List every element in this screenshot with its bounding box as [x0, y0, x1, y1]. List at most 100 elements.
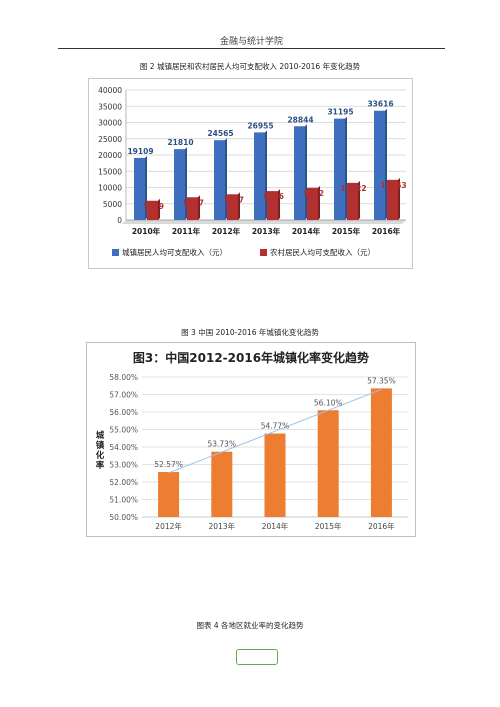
bar-side	[265, 130, 267, 220]
urbanization-chart: 图3：中国2012-2016年城镇化率变化趋势 50.00% 51.00% 52.00…	[86, 342, 416, 537]
income-chart-svg: 0 5000 10000 15000 20000 25000 30000 35000 40000…	[88, 78, 413, 269]
data-label: 53.73%	[207, 440, 236, 449]
x-tick-label: 2014年	[262, 521, 289, 531]
x-tick-label: 2011年	[172, 226, 201, 236]
figure-3-caption: 图 3 中国 2010-2016 年城镇化变化趋势	[181, 328, 319, 337]
data-label: 26955	[247, 121, 273, 130]
data-label: 6997	[183, 198, 204, 207]
x-tick-label: 2015年	[315, 521, 342, 531]
y-tick-label: 15000	[98, 167, 122, 176]
figure-4-caption: 图表 4 各地区就业率的变化趋势	[196, 621, 304, 630]
y-tick-label: 52.00%	[109, 478, 138, 487]
income-chart: 0 5000 10000 15000 20000 25000 30000 35000 40000…	[88, 78, 413, 269]
data-label: 31195	[327, 108, 353, 117]
bar-side	[398, 177, 400, 220]
urbanization-bar	[317, 410, 339, 517]
y-axis-title-char: 率	[96, 460, 105, 471]
x-tick-label: 2015年	[332, 226, 361, 236]
urbanization-chart-svg: 图3：中国2012-2016年城镇化率变化趋势 50.00% 51.00% 52.00…	[86, 342, 416, 537]
data-label: 28844	[287, 115, 313, 124]
y-tick-label: 35000	[98, 102, 122, 111]
urban-income-bar	[174, 149, 185, 220]
y-tick-label: 57.00%	[109, 391, 138, 400]
y-tick-label: 51.00%	[109, 496, 138, 505]
urbanization-bar	[370, 388, 392, 517]
header-divider	[58, 48, 445, 49]
data-label: 54.77%	[261, 422, 290, 431]
bar-side	[278, 189, 280, 220]
y-tick-label: 50.00%	[109, 513, 138, 522]
y-tick-label: 53.00%	[109, 461, 138, 470]
y-tick-label: 0	[117, 216, 122, 225]
y-tick-label: 40000	[98, 86, 122, 95]
rural-income-bar	[147, 200, 158, 220]
y-tick-label: 25000	[98, 135, 122, 144]
data-label: 9892	[303, 189, 324, 198]
y-tick-label: 55.00%	[109, 426, 138, 435]
bar-side	[385, 108, 387, 220]
data-label: 52.57%	[154, 460, 183, 469]
rural-income-bar	[387, 179, 398, 220]
y-tick-label: 58.00%	[109, 373, 138, 382]
y-tick-label: 30000	[98, 119, 122, 128]
bar-side	[318, 185, 320, 220]
bar-side	[145, 155, 147, 220]
legend-label-rural: 农村居民人均可支配收入（元）	[270, 247, 375, 257]
urbanization-bar	[211, 451, 233, 517]
y-axis-title-char: 化	[96, 450, 105, 461]
urban-income-bar	[374, 110, 385, 220]
rural-income-bar	[187, 197, 198, 220]
chart-floor	[122, 220, 406, 224]
data-label: 12363	[380, 181, 406, 190]
bar-side	[158, 198, 160, 220]
figure-2-caption: 图 2 城镇居民和农村居民人均可支配收入 2010-2016 年变化趋势	[139, 62, 361, 71]
rural-income-bar	[227, 194, 238, 220]
y-axis-title-char: 城	[96, 430, 105, 441]
bar-side	[225, 138, 227, 220]
bar-side	[238, 192, 240, 220]
x-tick-label: 2012年	[212, 226, 241, 236]
x-tick-label: 2012年	[155, 521, 182, 531]
data-label: 19109	[127, 147, 153, 156]
x-tick-label: 2014年	[292, 226, 321, 236]
data-label: 8896	[263, 192, 284, 201]
x-tick-label: 2016年	[372, 226, 401, 236]
data-label: 33616	[367, 100, 393, 109]
rural-income-bar	[307, 187, 318, 220]
data-label: 7917	[223, 195, 244, 204]
chart-title: 图3：中国2012-2016年城镇化率变化趋势	[133, 350, 369, 365]
data-label: 56.10%	[314, 398, 343, 407]
rural-income-bar	[267, 191, 278, 220]
bar-side	[345, 116, 347, 220]
bar-side	[198, 195, 200, 220]
urban-income-bar	[294, 126, 305, 220]
y-tick-label: 54.00%	[109, 443, 138, 452]
y-tick-label: 20000	[98, 151, 122, 160]
x-tick-label: 2013年	[252, 226, 281, 236]
bar-side	[358, 180, 360, 220]
bar-side	[185, 147, 187, 220]
urbanization-bar	[264, 433, 286, 517]
legend-swatch-rural	[260, 249, 267, 256]
urban-income-bar	[214, 140, 225, 220]
trendline	[168, 388, 382, 474]
urban-income-bar	[334, 118, 345, 220]
y-tick-label: 10000	[98, 184, 122, 193]
urbanization-bar	[158, 472, 180, 517]
urban-income-bar	[254, 132, 265, 220]
legend-label-urban: 城镇居民人均可支配收入（元）	[122, 247, 227, 257]
y-axis-title-char: 镇	[96, 440, 105, 451]
y-tick-label: 56.00%	[109, 408, 138, 417]
x-tick-label: 2010年	[132, 226, 161, 236]
data-label: 24565	[207, 129, 233, 138]
data-label: 21810	[167, 138, 193, 147]
data-label: 5919	[143, 202, 164, 211]
rural-income-bar	[347, 182, 358, 220]
y-tick-label: 5000	[103, 200, 122, 209]
urban-income-bar	[134, 157, 145, 220]
page-number-box	[236, 649, 278, 665]
page-header-title: 金融与统计学院	[219, 37, 283, 47]
x-tick-label: 2016年	[368, 521, 395, 531]
data-label: 57.35%	[367, 376, 396, 385]
legend-swatch-urban	[112, 249, 119, 256]
